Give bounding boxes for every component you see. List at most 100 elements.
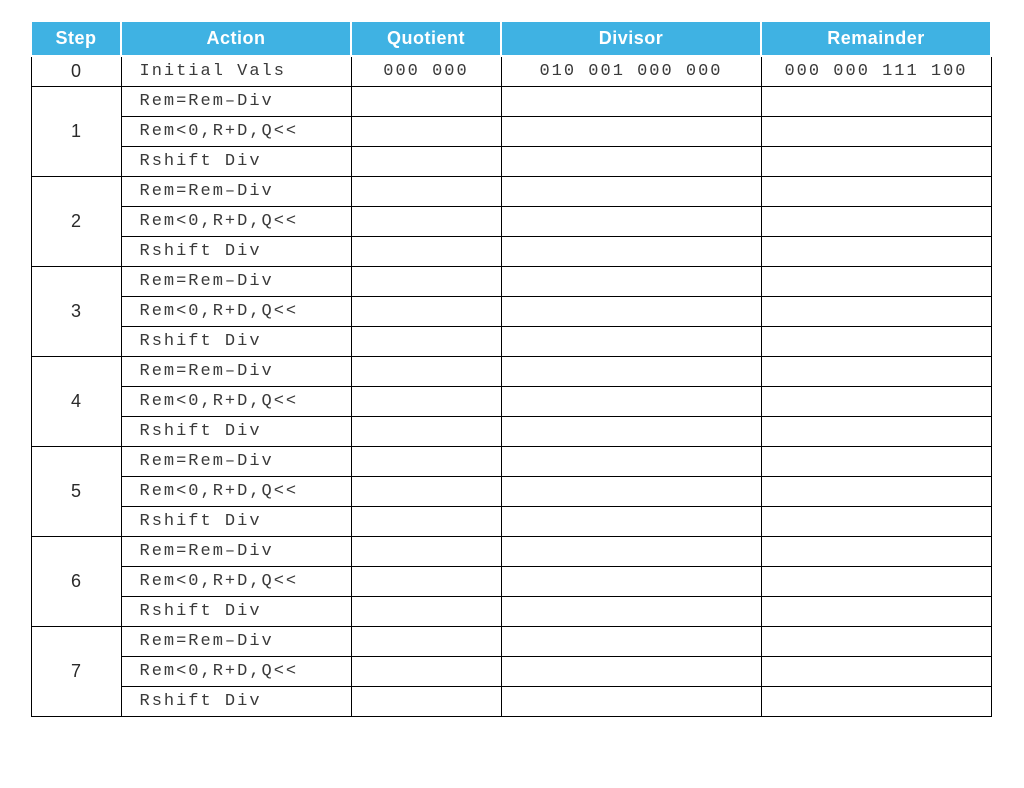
table-body: 0Initial Vals000 000010 001 000 000000 0… [31, 56, 991, 717]
action-cell: Rshift Div [121, 417, 351, 447]
step-cell: 1 [31, 87, 121, 177]
table-row: Rshift Div [31, 237, 991, 267]
table-row: 1Rem=Rem–Div [31, 87, 991, 117]
quotient-cell [351, 537, 501, 567]
divisor-cell [501, 357, 761, 387]
quotient-cell [351, 297, 501, 327]
action-cell: Rshift Div [121, 597, 351, 627]
remainder-cell: 000 000 111 100 [761, 56, 991, 87]
remainder-cell [761, 477, 991, 507]
remainder-cell [761, 267, 991, 297]
step-cell: 3 [31, 267, 121, 357]
divisor-cell [501, 387, 761, 417]
action-cell: Rshift Div [121, 687, 351, 717]
table-row: Rem<0,R+D,Q<< [31, 387, 991, 417]
table-row: 0Initial Vals000 000010 001 000 000000 0… [31, 56, 991, 87]
quotient-cell [351, 627, 501, 657]
remainder-cell [761, 417, 991, 447]
action-cell: Rem=Rem–Div [121, 87, 351, 117]
remainder-cell [761, 177, 991, 207]
action-cell: Rem=Rem–Div [121, 627, 351, 657]
quotient-cell [351, 387, 501, 417]
table-header: StepActionQuotientDivisorRemainder [31, 21, 991, 56]
divisor-cell [501, 417, 761, 447]
remainder-cell [761, 657, 991, 687]
divisor-cell: 010 001 000 000 [501, 56, 761, 87]
divisor-cell [501, 597, 761, 627]
remainder-cell [761, 567, 991, 597]
remainder-cell [761, 327, 991, 357]
divisor-cell [501, 117, 761, 147]
quotient-cell [351, 687, 501, 717]
divisor-cell [501, 507, 761, 537]
quotient-cell [351, 657, 501, 687]
quotient-cell [351, 507, 501, 537]
remainder-cell [761, 627, 991, 657]
table-row: Rem<0,R+D,Q<< [31, 657, 991, 687]
action-cell: Rem=Rem–Div [121, 447, 351, 477]
table-row: Rem<0,R+D,Q<< [31, 207, 991, 237]
action-cell: Rem=Rem–Div [121, 267, 351, 297]
quotient-cell [351, 147, 501, 177]
divisor-cell [501, 447, 761, 477]
table-row: Rshift Div [31, 687, 991, 717]
remainder-cell [761, 87, 991, 117]
action-cell: Rem<0,R+D,Q<< [121, 477, 351, 507]
action-cell: Rem<0,R+D,Q<< [121, 297, 351, 327]
divisor-cell [501, 87, 761, 117]
action-cell: Rshift Div [121, 237, 351, 267]
table-row: Rshift Div [31, 597, 991, 627]
table-row: Rshift Div [31, 147, 991, 177]
divisor-cell [501, 177, 761, 207]
table-row: Rem<0,R+D,Q<< [31, 567, 991, 597]
quotient-cell [351, 567, 501, 597]
table-row: Rem<0,R+D,Q<< [31, 117, 991, 147]
action-cell: Rem=Rem–Div [121, 177, 351, 207]
table-row: 6Rem=Rem–Div [31, 537, 991, 567]
divisor-cell [501, 567, 761, 597]
quotient-cell [351, 267, 501, 297]
header-step: Step [31, 21, 121, 56]
quotient-cell [351, 117, 501, 147]
remainder-cell [761, 687, 991, 717]
remainder-cell [761, 297, 991, 327]
step-cell: 2 [31, 177, 121, 267]
table-row: Rshift Div [31, 327, 991, 357]
action-cell: Rem<0,R+D,Q<< [121, 657, 351, 687]
action-cell: Rshift Div [121, 327, 351, 357]
header-action: Action [121, 21, 351, 56]
quotient-cell: 000 000 [351, 56, 501, 87]
action-cell: Rem=Rem–Div [121, 537, 351, 567]
step-cell: 0 [31, 56, 121, 87]
step-cell: 5 [31, 447, 121, 537]
quotient-cell [351, 417, 501, 447]
table-row: Rshift Div [31, 507, 991, 537]
header-quotient: Quotient [351, 21, 501, 56]
table-row: Rshift Div [31, 417, 991, 447]
action-cell: Initial Vals [121, 56, 351, 87]
divisor-cell [501, 267, 761, 297]
action-cell: Rshift Div [121, 147, 351, 177]
divisor-cell [501, 207, 761, 237]
table-row: 5Rem=Rem–Div [31, 447, 991, 477]
remainder-cell [761, 447, 991, 477]
header-remainder: Remainder [761, 21, 991, 56]
action-cell: Rem=Rem–Div [121, 357, 351, 387]
action-cell: Rshift Div [121, 507, 351, 537]
quotient-cell [351, 327, 501, 357]
divisor-cell [501, 657, 761, 687]
divisor-cell [501, 687, 761, 717]
step-cell: 7 [31, 627, 121, 717]
table-row: 3Rem=Rem–Div [31, 267, 991, 297]
divisor-cell [501, 627, 761, 657]
divisor-cell [501, 477, 761, 507]
quotient-cell [351, 177, 501, 207]
action-cell: Rem<0,R+D,Q<< [121, 387, 351, 417]
action-cell: Rem<0,R+D,Q<< [121, 567, 351, 597]
quotient-cell [351, 207, 501, 237]
division-steps-table: StepActionQuotientDivisorRemainder 0Init… [30, 20, 992, 717]
remainder-cell [761, 147, 991, 177]
step-cell: 6 [31, 537, 121, 627]
quotient-cell [351, 597, 501, 627]
divisor-cell [501, 237, 761, 267]
